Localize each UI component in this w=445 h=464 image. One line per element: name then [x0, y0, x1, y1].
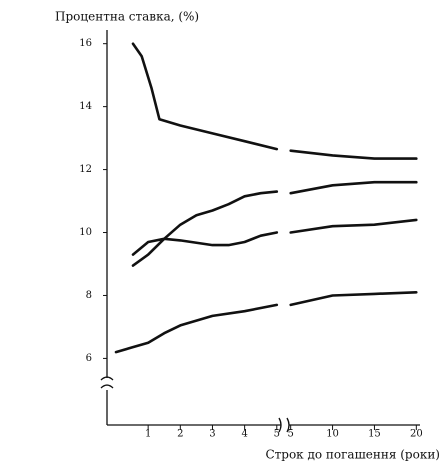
x-tick-label: 1	[145, 429, 151, 440]
axes	[100, 30, 420, 433]
line-series	[114, 291, 418, 354]
y-axis-label: Процентна ставка, (%)	[55, 10, 199, 24]
y-tick-label: 16	[79, 38, 92, 49]
x-tick-label: 20	[410, 429, 423, 440]
y-tick-label: 10	[79, 227, 92, 238]
x-tick-label: 15	[368, 429, 381, 440]
y-tick-label: 8	[86, 290, 92, 301]
x-tick-label: 2	[177, 429, 183, 440]
line-series	[131, 218, 418, 256]
y-tick-label: 12	[79, 164, 92, 175]
x-tick-label: 5	[287, 429, 293, 440]
x-tick-label: 10	[326, 429, 339, 440]
line-series	[131, 180, 418, 267]
x-axis-label: Строк до погашення (роки)	[265, 448, 440, 462]
x-tick-label: 3	[209, 429, 215, 440]
x-tick-label: 4	[241, 429, 247, 440]
line-series	[131, 42, 418, 160]
y-tick-label: 14	[79, 101, 92, 112]
y-tick-label: 6	[86, 353, 92, 364]
x-tick-label: 5	[274, 429, 280, 440]
